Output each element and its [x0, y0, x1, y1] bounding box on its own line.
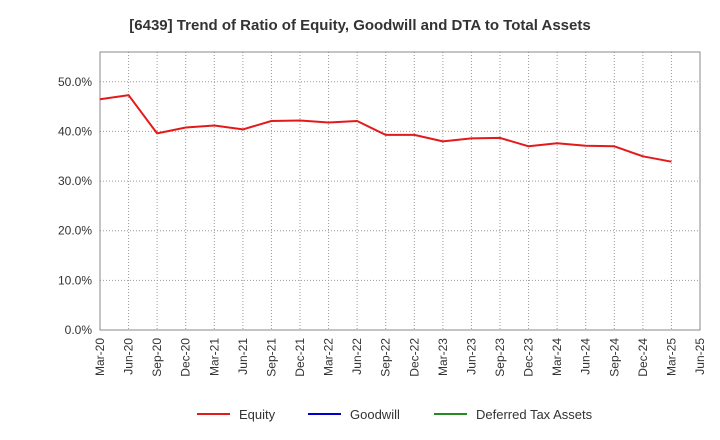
x-tick-label: Jun-22 — [350, 338, 364, 375]
x-tick-label: Dec-22 — [407, 338, 421, 377]
x-tick-label: Sep-21 — [264, 338, 278, 377]
series-line-equity — [99, 94, 672, 163]
y-tick-label: 20.0% — [58, 224, 92, 238]
plot-area — [99, 51, 701, 331]
x-tick-label: Mar-20 — [93, 338, 107, 376]
x-tick-label: Dec-20 — [179, 338, 193, 377]
x-tick-label: Jun-20 — [122, 338, 136, 375]
x-tick-label: Mar-22 — [322, 338, 336, 376]
x-tick-label: Jun-21 — [236, 338, 250, 375]
y-tick-label: 0.0% — [65, 323, 93, 337]
y-tick-label: 30.0% — [58, 174, 92, 188]
x-tick-label: Dec-24 — [636, 338, 650, 377]
x-tick-label: Dec-21 — [293, 338, 307, 377]
x-tick-label: Sep-20 — [150, 338, 164, 377]
legend-label-goodwill: Goodwill — [350, 407, 400, 422]
x-tick-label: Sep-22 — [379, 338, 393, 377]
legend-label-equity: Equity — [239, 407, 276, 422]
legend-label-deferred-tax-assets: Deferred Tax Assets — [476, 407, 593, 422]
y-axis: 0.0% 10.0% 20.0% 30.0% 40.0% 50.0% — [58, 75, 92, 337]
series-layer — [99, 94, 672, 163]
x-tick-label: Sep-24 — [607, 338, 621, 377]
x-tick-label: Mar-21 — [207, 338, 221, 376]
x-tick-label: Jun-24 — [579, 338, 593, 375]
x-axis: Mar-20 Jun-20 Sep-20 Dec-20 Mar-21 Jun-21 Sep-… — [93, 338, 707, 377]
x-tick-label: Jun-25 — [693, 338, 707, 375]
y-tick-label: 10.0% — [58, 273, 92, 287]
grid — [100, 52, 700, 330]
x-tick-label: Mar-23 — [436, 338, 450, 376]
x-tick-label: Dec-23 — [522, 338, 536, 377]
x-tick-label: Sep-23 — [493, 338, 507, 377]
y-tick-label: 50.0% — [58, 75, 92, 89]
x-tick-label: Mar-25 — [664, 338, 678, 376]
y-tick-label: 40.0% — [58, 124, 92, 138]
x-tick-label: Mar-24 — [550, 338, 564, 376]
legend: Equity Goodwill Deferred Tax Assets — [197, 407, 593, 422]
x-tick-label: Jun-23 — [464, 338, 478, 375]
chart-title: [6439] Trend of Ratio of Equity, Goodwil… — [129, 17, 590, 34]
